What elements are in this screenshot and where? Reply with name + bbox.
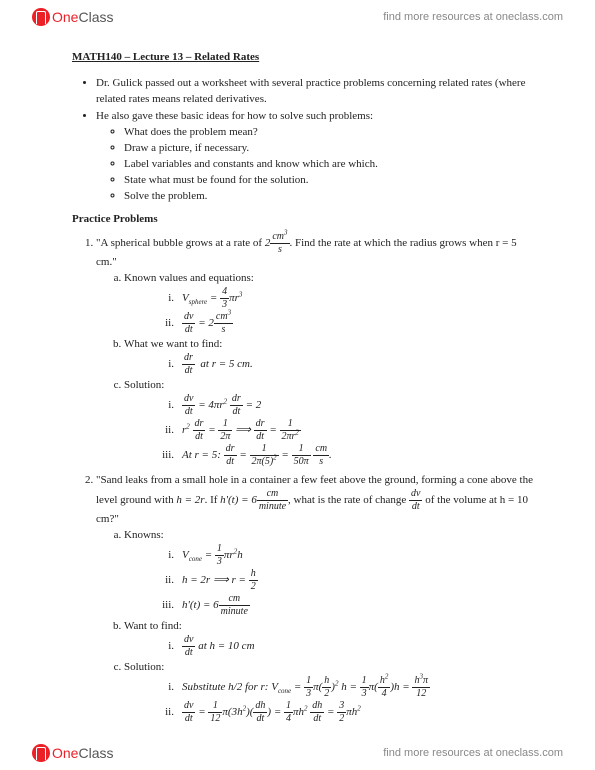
p2-parts: Knowns: i. Vcone = 13πr2h ii. h = 2r ⟹ r… [96,528,535,724]
eq-item: iii. At r = 5: drdt = 12π(5)2 = 150π cms… [156,444,535,467]
eq-item: iii. h'(t) = 6cmminute [156,594,535,617]
page-footer: OneClass find more resources at oneclass… [0,736,595,770]
resources-link-top[interactable]: find more resources at oneclass.com [383,11,563,23]
steps-list: What does the problem mean? Draw a pictu… [96,125,535,205]
logo-footer: OneClass [32,744,113,762]
problem-1: "A spherical bubble grows at a rate of 2… [96,232,535,467]
eq-item: ii. dvdt = 112π(3h2)(dhdt) = 14πh2 dhdt … [156,701,535,724]
oneclass-icon [32,744,50,762]
eq-item: ii. r2 drdt = 12π ⟹ drdt = 12πr2 [156,419,535,442]
intro-item: He also gave these basic ideas for how t… [96,109,535,205]
step-item: What does the problem mean? [124,125,535,141]
eq-item: i. drdt at r = 5 cm. [156,353,535,376]
p1-prompt: "A spherical bubble grows at a rate of 2… [96,237,517,268]
p2-known: Knowns: i. Vcone = 13πr2h ii. h = 2r ⟹ r… [124,528,535,617]
p1-solution: Solution: i. dvdt = 4πr2 drdt = 2 ii. r2… [124,378,535,467]
eq-item: i. Vsphere = 43πr3 [156,287,535,310]
intro-list: Dr. Gulick passed out a worksheet with s… [72,76,535,205]
oneclass-icon [32,8,50,26]
problems-list: "A spherical bubble grows at a rate of 2… [72,232,535,723]
problem-2: "Sand leaks from a small hole in a conta… [96,473,535,724]
resources-link-bottom[interactable]: find more resources at oneclass.com [383,747,563,759]
eq-item: i. Vcone = 13πr2h [156,544,535,567]
p2-prompt: "Sand leaks from a small hole in a conta… [96,474,533,525]
p2-want: Want to find: i. dvdt at h = 10 cm [124,619,535,658]
step-item: Label variables and constants and know w… [124,157,535,173]
eq-item: i. dvdt = 4πr2 drdt = 2 [156,394,535,417]
eq-item: i. dvdt at h = 10 cm [156,635,535,658]
step-item: Solve the problem. [124,189,535,205]
logo-text-footer: OneClass [52,745,113,761]
eq-item: ii. dvdt = 2cm3s [156,312,535,335]
p2-solution: Solution: i. Substitute h/2 for r: Vcone… [124,660,535,724]
eq-item: ii. h = 2r ⟹ r = h2 [156,569,535,592]
page-header: OneClass find more resources at oneclass… [0,0,595,34]
p1-known: Known values and equations: i. Vsphere =… [124,271,535,335]
step-item: Draw a picture, if necessary. [124,141,535,157]
intro-text: He also gave these basic ideas for how t… [96,110,373,122]
p1-want: What we want to find: i. drdt at r = 5 c… [124,337,535,376]
lecture-title: MATH140 – Lecture 13 – Related Rates [72,50,535,66]
eq-item: i. Substitute h/2 for r: Vcone = 13π(h2)… [156,676,535,699]
logo-text: OneClass [52,9,113,25]
document-content: MATH140 – Lecture 13 – Related Rates Dr.… [72,50,535,730]
step-item: State what must be found for the solutio… [124,173,535,189]
logo: OneClass [32,8,113,26]
intro-item: Dr. Gulick passed out a worksheet with s… [96,76,535,108]
p1-parts: Known values and equations: i. Vsphere =… [96,271,535,467]
practice-heading: Practice Problems [72,212,535,228]
